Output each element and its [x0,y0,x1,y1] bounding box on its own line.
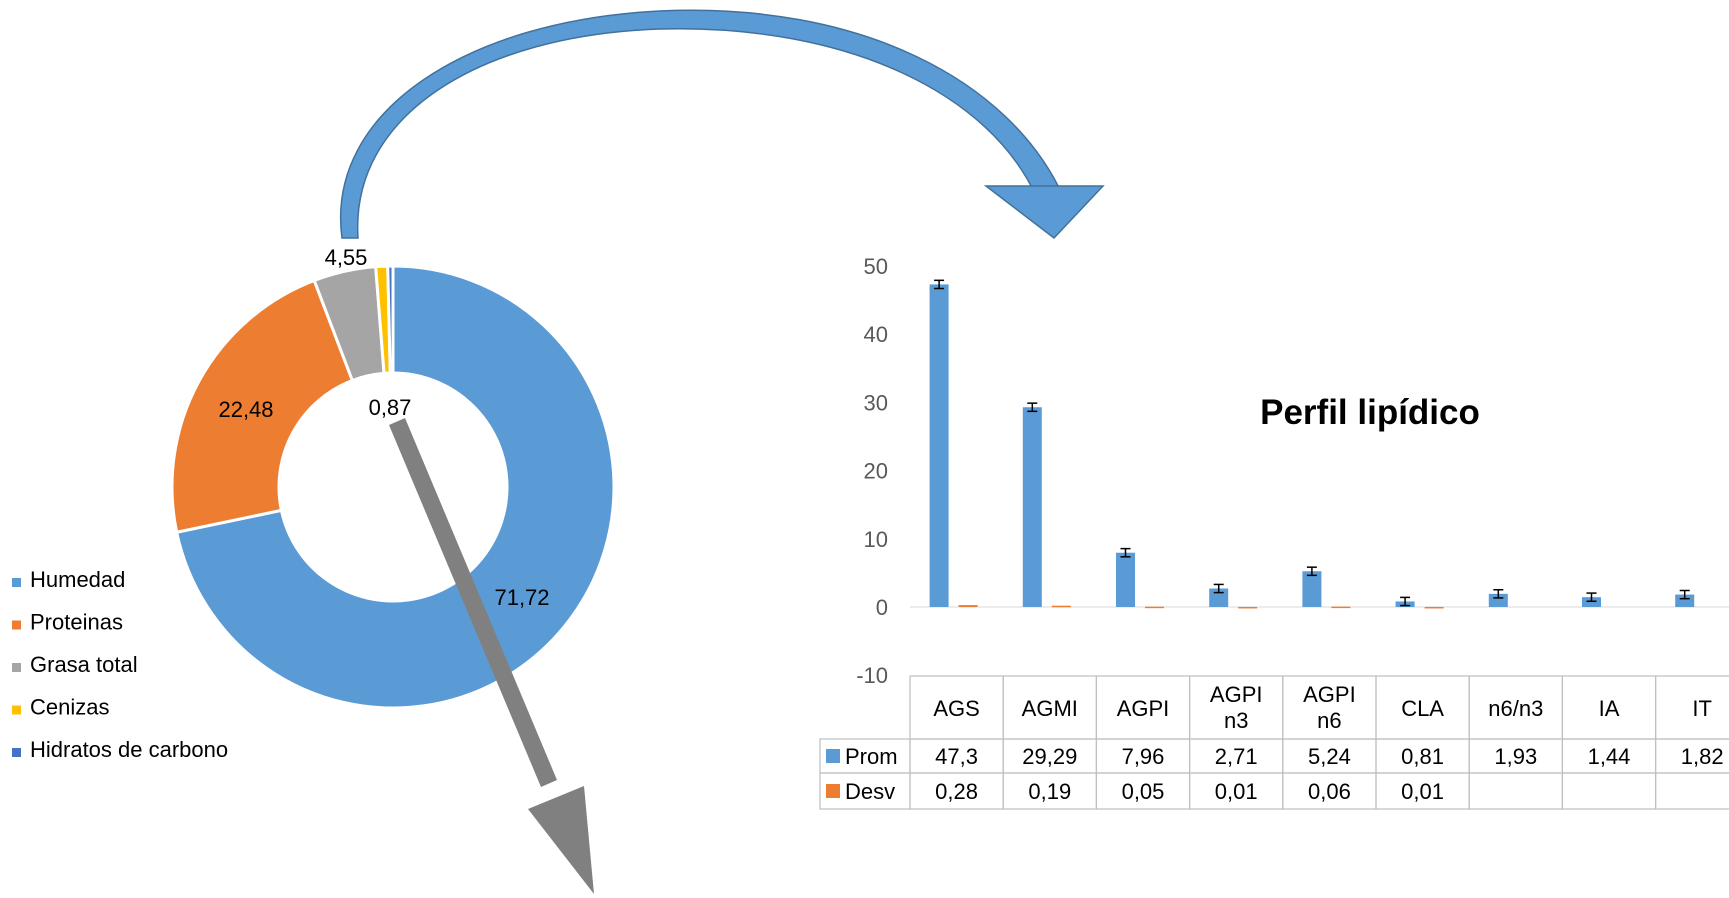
bar-desv-2 [1145,606,1164,609]
y-tick-label: 0 [876,595,888,620]
bar-prom-4 [1302,571,1322,607]
table-value: 1,82 [1681,744,1724,769]
straight-arrow [389,418,594,894]
composition-doughnut-chart [170,264,616,710]
y-tick-label: 20 [864,459,888,484]
bar-prom-0 [929,284,949,607]
y-tick-label: 30 [864,390,888,415]
table-value: 0,01 [1215,779,1258,804]
bar-prom-7 [1582,597,1601,607]
table-value: 2,71 [1215,744,1258,769]
bar-prom-1 [1022,407,1042,607]
table-legend-key [826,749,840,763]
slice-proteinas [170,278,355,534]
y-tick-label: -10 [856,663,888,688]
legend-swatch [12,578,21,587]
table-value: 0,06 [1308,779,1351,804]
bar-desv-0 [958,605,978,607]
bar-prom-8 [1675,594,1695,607]
table-value: 47,3 [935,744,978,769]
y-tick-label: 10 [864,527,888,552]
y-tick-label: 50 [864,254,888,279]
legend-item-humedad: Humedad [30,567,125,592]
y-tick-label: 40 [864,322,888,347]
table-header-label: CLA [1401,696,1444,721]
table-header-label: AGMI [1022,696,1078,721]
table-series-name: Prom [845,744,898,769]
bar-chart-title: Perfil lipídico [1260,393,1480,432]
slice-hidratos-de-carbono [386,264,395,375]
slice-humedad [174,264,616,710]
table-legend-key [826,784,840,798]
table-value: 0,81 [1401,744,1444,769]
data-label-grasa-total: 4,55 [325,245,368,270]
table-header-label: n6/n3 [1488,696,1543,721]
table-header-label: IA [1599,696,1620,721]
table-header-label: IT [1692,696,1712,721]
table-value: 0,19 [1028,779,1071,804]
bar-desv-1 [1051,605,1071,608]
bar-prom-2 [1116,552,1135,607]
table-header-label: AGPI [1210,682,1263,707]
data-label-cenizas: 0,87 [369,395,412,420]
table-value: 5,24 [1308,744,1351,769]
data-label-proteinas: 22,48 [218,397,273,422]
table-cell [1468,772,1563,810]
straight-arrow-shaft [389,418,557,787]
legend-swatch [12,705,21,715]
doughnut-data-labels: 71,72 22,48 4,55 0,87 [218,245,549,610]
table-header-label: AGPI [1303,682,1356,707]
table-cell [1654,772,1729,810]
table-header-label: AGS [933,696,979,721]
table-value: 1,93 [1494,744,1537,769]
legend-item-hidratos-de-carbono: Hidratos de carbono [30,737,228,762]
bar-chart-bars [929,279,1695,609]
legend-swatch [12,663,21,672]
curved-arrow [339,9,1105,240]
legend-item-proteinas: Proteinas [30,610,123,635]
legend-item-grasa-total: Grasa total [30,652,138,677]
bar-chart-y-axis: -10 0 10 20 30 40 50 [856,254,1729,688]
table-series-name: Desv [845,779,895,804]
table-header-label: n3 [1224,708,1248,733]
bar-desv-3 [1238,606,1258,609]
table-cell [1561,772,1657,810]
data-label-humedad: 71,72 [494,585,549,610]
table-header-label: AGPI [1117,696,1170,721]
table-value: 0,28 [935,779,978,804]
table-value: 0,05 [1122,779,1165,804]
legend-swatch [12,620,21,630]
bar-desv-4 [1331,606,1351,609]
legend-item-cenizas: Cenizas [30,695,109,720]
table-value: 0,01 [1401,779,1444,804]
doughnut-legend: Humedad Proteinas Grasa total Cenizas Hidrat… [12,567,228,762]
legend-swatch [12,748,21,757]
bar-desv-5 [1424,606,1444,609]
table-value: 1,44 [1588,744,1631,769]
table-value: 29,29 [1022,744,1077,769]
table-value: 7,96 [1122,744,1165,769]
curved-arrow-head [983,185,1105,240]
bar-prom-6 [1488,593,1508,607]
table-header-label: n6 [1317,708,1341,733]
straight-arrow-head [528,786,594,894]
curved-arrow-shaft [339,9,1065,239]
